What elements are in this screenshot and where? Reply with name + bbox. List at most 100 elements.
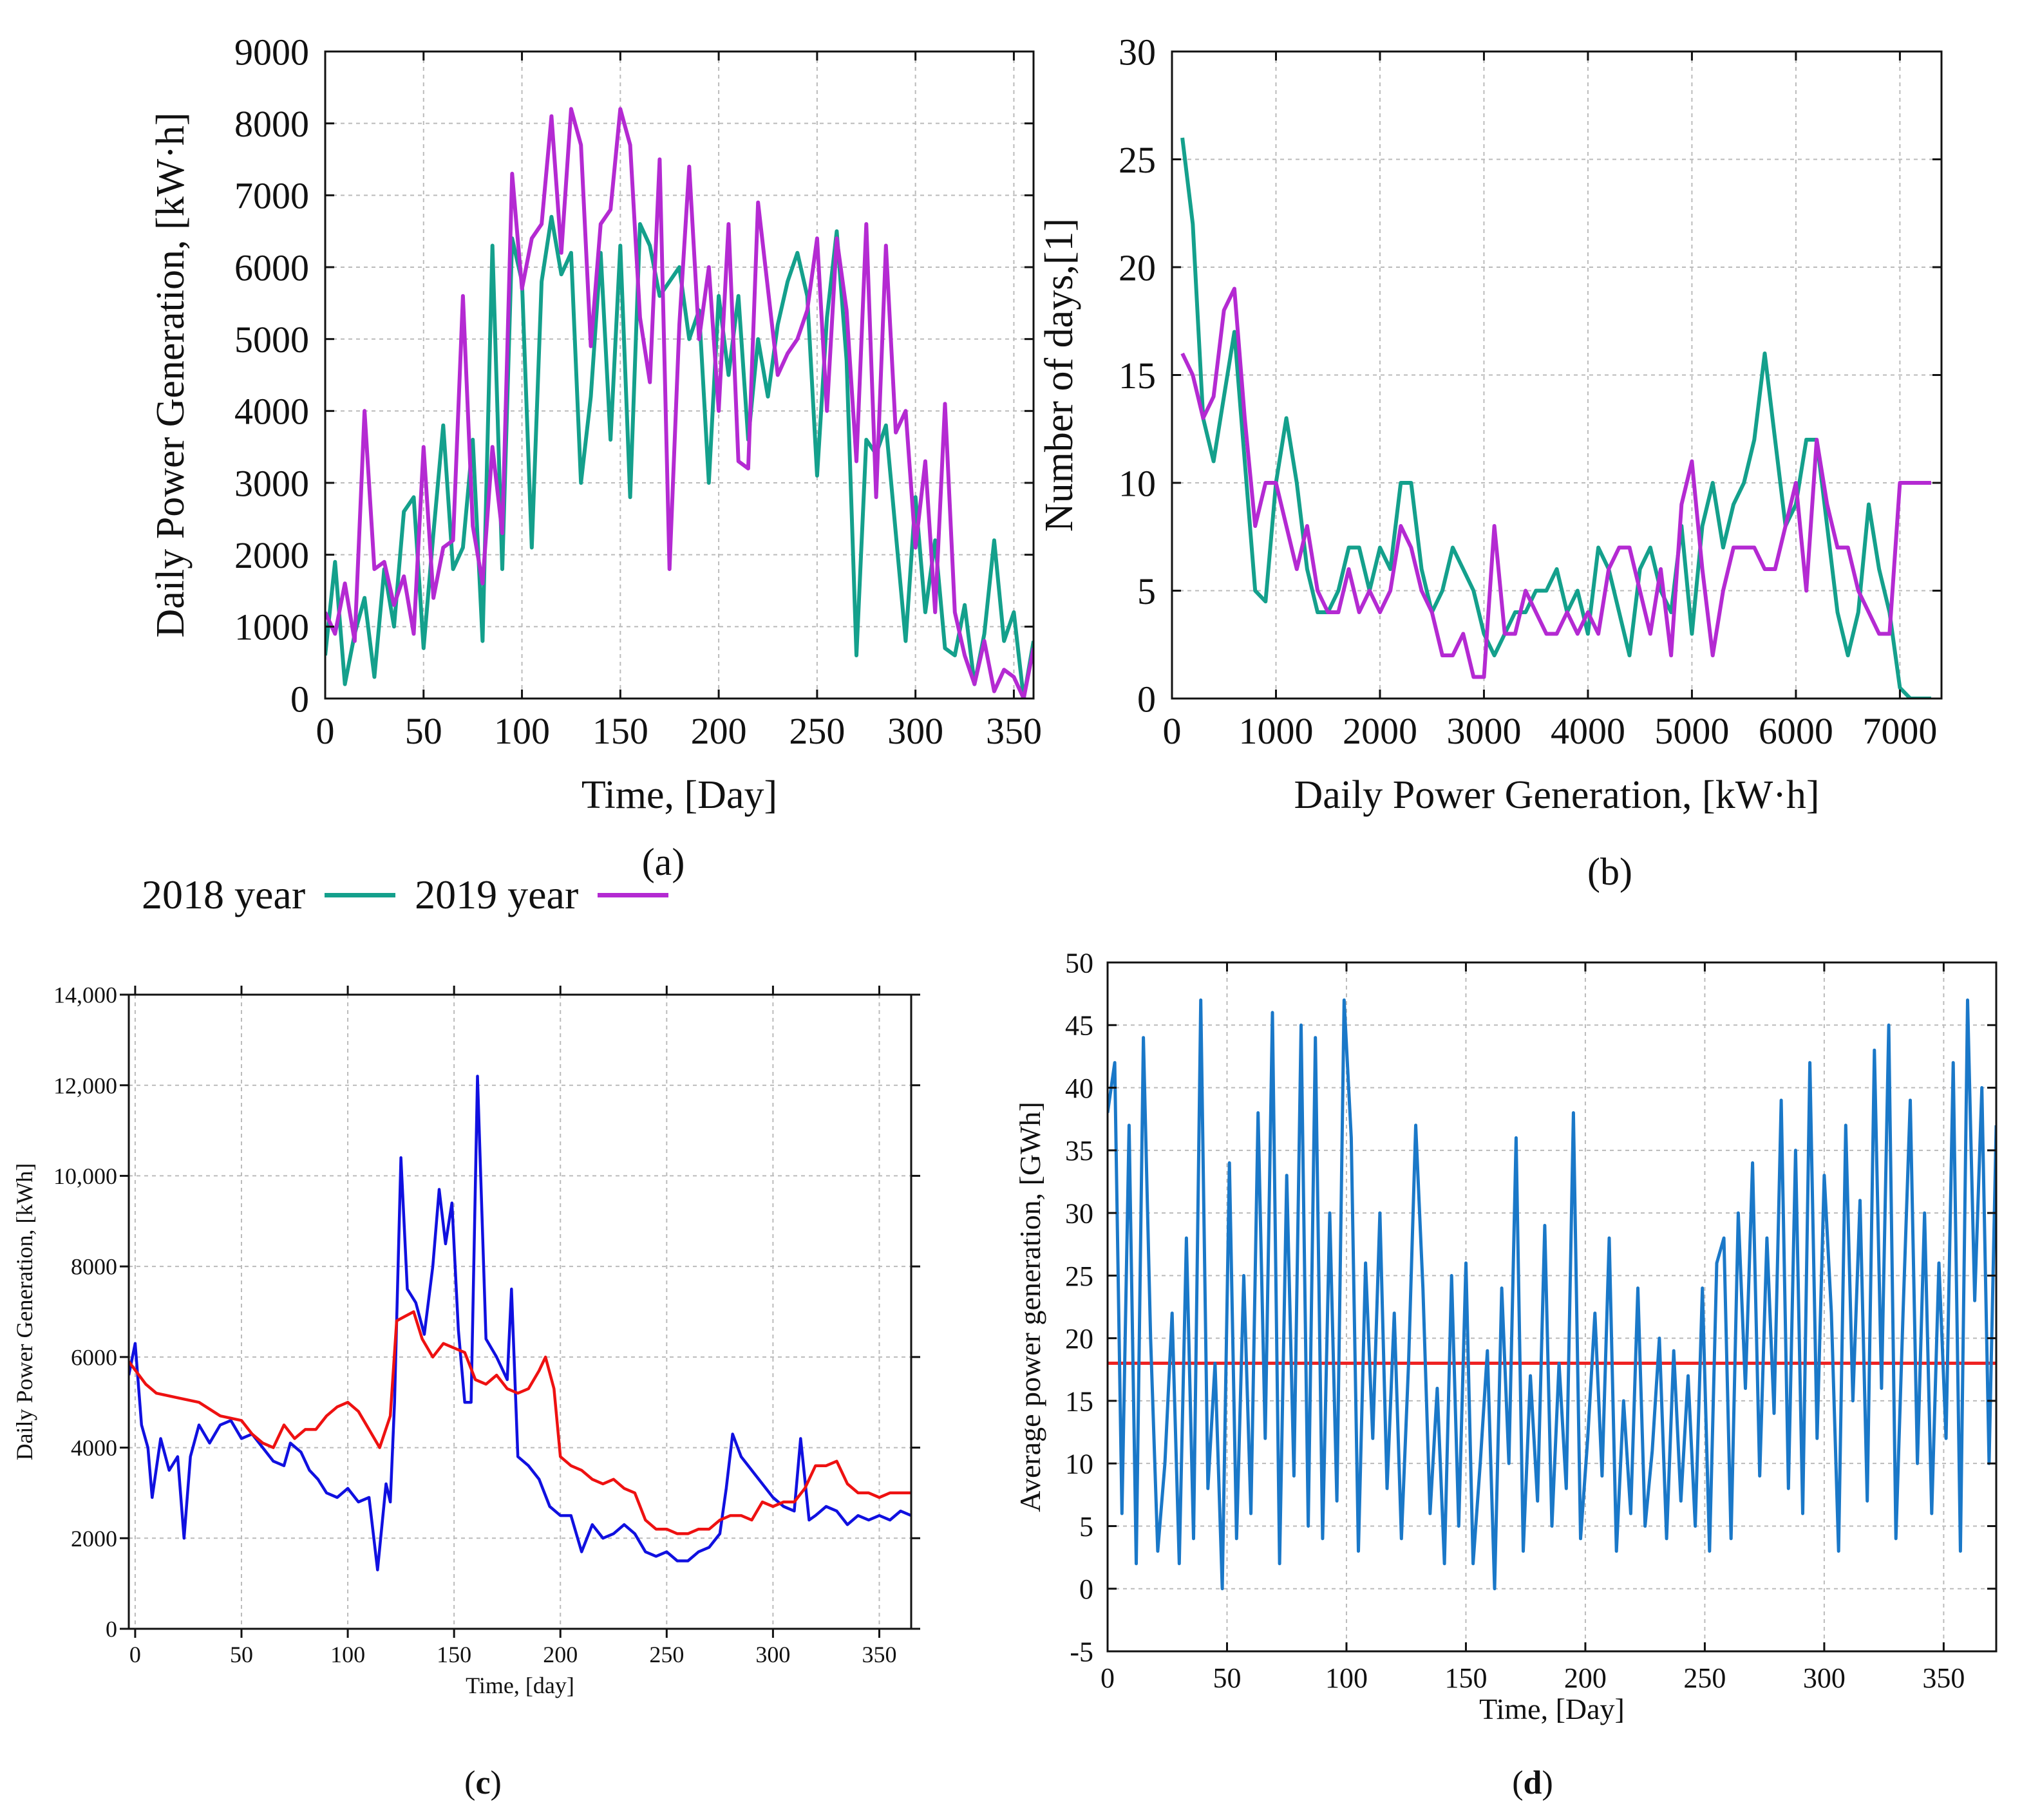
x-tick-label: 50 — [230, 1642, 253, 1667]
y-tick-label: 14,000 — [53, 982, 117, 1008]
y-tick-label: 35 — [1065, 1135, 1093, 1167]
caption-d: (d) — [1512, 1765, 1553, 1801]
x-tick-label: 1000 — [1238, 710, 1313, 752]
x-tick-label: 250 — [1683, 1662, 1726, 1694]
y-tick-label: 20 — [1065, 1323, 1093, 1355]
y-tick-label: 1000 — [234, 606, 309, 648]
y-tick-label: 30 — [1065, 1197, 1093, 1229]
y-tick-label: 6000 — [71, 1344, 117, 1370]
plot-frame — [1106, 961, 1998, 1653]
y-tick-label: 5000 — [234, 319, 309, 361]
x-tick-label: 300 — [887, 710, 943, 752]
y-tick-label: 12,000 — [53, 1073, 117, 1098]
x-axis-label: Time, [day] — [466, 1673, 574, 1698]
x-tick-label: 150 — [437, 1642, 471, 1667]
y-tick-label: 0 — [1079, 1573, 1093, 1605]
caption-c-letter: c — [475, 1765, 491, 1801]
series-line-0 — [1180, 137, 1931, 699]
y-tick-label: 15 — [1065, 1385, 1093, 1417]
y-axis-label: Daily Power Generation, [kWh] — [12, 1163, 37, 1461]
legend: 2018 year 2019 year — [142, 869, 688, 921]
y-tick-label: 50 — [1065, 947, 1093, 979]
y-tick-label: 2000 — [71, 1526, 117, 1552]
y-tick-label: 6000 — [234, 247, 309, 288]
x-tick-label: 50 — [1213, 1662, 1241, 1694]
y-tick-label: 25 — [1065, 1261, 1093, 1292]
x-tick-label: 6000 — [1759, 710, 1833, 752]
plot-frame — [128, 993, 912, 1630]
chart-c: 0 50 100 150 200 250 300 350 0 2000 4000 6000 8000 10… — [12, 982, 920, 1698]
caption-c: (c) — [464, 1765, 502, 1801]
y-tick-label: -5 — [1070, 1636, 1093, 1667]
y-tick-label: 4000 — [71, 1435, 117, 1461]
series-line-1 — [325, 107, 1034, 699]
y-tick-label: 40 — [1065, 1073, 1093, 1104]
x-tick-label: 2000 — [1343, 710, 1417, 752]
x-tick-label: 3000 — [1446, 710, 1521, 752]
x-tick-label: 100 — [494, 710, 550, 752]
x-tick-label: 5000 — [1654, 710, 1729, 752]
x-tick-label: 350 — [986, 710, 1042, 752]
legend-label-2018: 2018 year — [142, 872, 306, 917]
caption-b: (b) — [1587, 850, 1632, 893]
series-line-1 — [1180, 286, 1931, 679]
x-tick-label: 150 — [1444, 1662, 1487, 1694]
y-tick-label: 4000 — [234, 391, 309, 433]
x-tick-label: 4000 — [1551, 710, 1625, 752]
y-tick-label: 7000 — [234, 175, 309, 217]
caption-d-letter: d — [1523, 1765, 1542, 1801]
series-line-0 — [325, 214, 1034, 699]
y-tick-label: 9000 — [234, 31, 309, 73]
x-tick-label: 350 — [1922, 1662, 1965, 1694]
legend-swatch-2019 — [598, 892, 669, 897]
y-tick-label: 8000 — [234, 103, 309, 145]
y-axis-label: Average power generation, [GWh] — [1014, 1102, 1046, 1512]
y-tick-label: 0 — [290, 678, 309, 720]
x-axis-label: Time, [Day] — [581, 773, 777, 817]
x-tick-label: 50 — [405, 710, 442, 752]
x-tick-label: 7000 — [1862, 710, 1937, 752]
y-tick-label: 15 — [1119, 355, 1156, 397]
series-line-1 — [129, 1310, 911, 1535]
x-tick-label: 100 — [1325, 1662, 1368, 1694]
plot-frame — [1171, 50, 1943, 700]
y-tick-label: 3000 — [234, 462, 309, 504]
x-tick-label: 0 — [1163, 710, 1182, 752]
y-tick-label: 45 — [1065, 1010, 1093, 1042]
y-axis-label: Number of days,[1] — [1043, 218, 1081, 532]
legend-swatch-2018 — [325, 892, 396, 897]
x-tick-label: 250 — [789, 710, 845, 752]
series-line-0 — [1108, 998, 1996, 1591]
y-tick-label: 5 — [1079, 1511, 1093, 1543]
y-axis-label: Daily Power Generation, [kW·h] — [149, 112, 193, 637]
x-tick-label: 0 — [129, 1642, 141, 1667]
y-tick-label: 20 — [1119, 247, 1156, 288]
y-tick-label: 0 — [106, 1617, 117, 1642]
x-tick-label: 250 — [649, 1642, 684, 1667]
x-tick-label: 200 — [543, 1642, 578, 1667]
chart-a: 0 50 100 150 200 250 300 350 0 1000 2000 3000 4000 50… — [149, 31, 1042, 817]
x-tick-label: 200 — [691, 710, 747, 752]
series-line-0 — [129, 1074, 911, 1571]
y-tick-label: 0 — [1137, 678, 1156, 720]
y-tick-label: 30 — [1119, 31, 1156, 73]
y-tick-label: 8000 — [71, 1254, 117, 1280]
x-axis-label: Time, [Day] — [1479, 1693, 1625, 1725]
x-tick-label: 200 — [1564, 1662, 1607, 1694]
y-tick-label: 10,000 — [53, 1163, 117, 1189]
x-tick-label: 350 — [862, 1642, 896, 1667]
y-tick-label: 10 — [1119, 462, 1156, 504]
legend-label-2019: 2019 year — [415, 872, 579, 917]
chart-b: 0 1000 2000 3000 4000 5000 6000 7000 0 5 10 15 20 25 3… — [1043, 31, 1943, 817]
y-tick-label: 2000 — [234, 534, 309, 576]
x-tick-label: 150 — [592, 710, 648, 752]
x-tick-label: 100 — [330, 1642, 365, 1667]
caption-a: (a) — [641, 841, 685, 883]
y-tick-label: 10 — [1065, 1449, 1093, 1480]
x-tick-label: 300 — [755, 1642, 790, 1667]
x-tick-label: 0 — [316, 710, 335, 752]
x-tick-label: 0 — [1101, 1662, 1115, 1694]
chart-d: 0 50 100 150 200 250 300 350 -5 0 5 10 15 20 25 30 35 40 4… — [1014, 947, 1998, 1725]
x-axis-label: Daily Power Generation, [kW·h] — [1294, 773, 1819, 817]
y-tick-label: 5 — [1137, 570, 1156, 612]
